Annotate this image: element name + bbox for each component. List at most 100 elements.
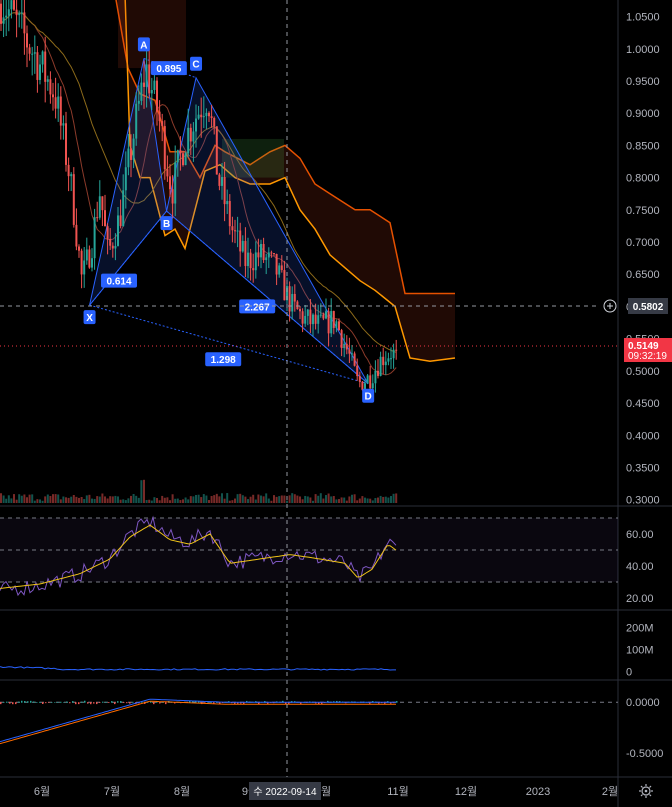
volume-bar [158,500,161,503]
volume-bar [312,500,314,503]
candle-body [288,286,291,312]
pattern-ratio-line [166,210,369,385]
pattern-point-label: A [140,40,147,51]
candle-body [236,230,239,232]
volume-bar [46,494,49,503]
pattern-point-label: X [86,313,93,324]
volume-bar [65,497,67,503]
macd-histogram-bar [132,701,134,703]
volume-bar [41,500,44,503]
volume-bar [54,494,57,503]
candle-body [135,103,138,139]
macd-histogram-bar [378,702,380,704]
volume-bar [374,498,377,503]
macd-pane[interactable]: 0.0000 -0.5000 [0,697,663,760]
volume-bar [301,499,304,503]
candle-body [244,240,247,267]
candle-body [299,309,301,312]
candle-body [335,321,338,328]
candle-body [205,112,208,117]
volume-bar [387,497,390,503]
volume-bar [304,495,307,503]
candle-body [371,383,374,389]
volume-bar [10,498,13,503]
candle-body [184,153,187,166]
rsi-tick-label: 40.00 [626,561,654,573]
volume-bar [96,496,99,503]
volume-bar [119,499,122,503]
volume-oscillator-pane[interactable]: 200M 100M 0 [0,622,654,679]
candle-body [145,64,148,87]
time-tick-label: 12월 [455,785,477,798]
volume-bar [239,493,242,503]
candle-body [252,268,255,271]
rsi-pane[interactable]: 60.00 40.00 20.00 [0,515,654,605]
macd-histogram-bar [174,702,176,704]
volume-bar [111,496,114,503]
settings-gear-icon[interactable] [639,784,653,798]
volume-bar [31,494,34,503]
volume-tick-label: 200M [626,622,654,634]
macd-histogram-bar [90,702,92,705]
volume-bar [132,494,135,503]
candle-body [312,314,314,325]
volume-bar [345,500,348,503]
candle-body [296,301,299,310]
rsi-moving-average [0,524,397,589]
volume-bar [291,493,294,503]
macd-histogram-bar [192,701,194,703]
volume-bar [145,499,148,503]
price-tick-label: 1.0500 [626,12,660,24]
time-tick-label: 11월 [387,785,409,798]
volume-bar [254,499,257,503]
candle-body [218,174,221,186]
macd-histogram-bar [390,702,392,704]
macd-histogram-bar [0,702,2,705]
volume-bar [114,495,117,503]
volume-bar [226,493,229,503]
candle-body [5,15,8,18]
volume-oscillator-line [0,666,396,671]
cloud-span-b [124,0,456,362]
candle-body [228,201,231,227]
candle-body [140,82,143,101]
candle-body [345,343,348,350]
volume-bar [247,499,249,503]
macd-histogram-bar [219,702,221,704]
macd-histogram-bar [213,702,215,704]
volume-bar [85,495,88,503]
volume-bar [351,494,353,503]
macd-histogram-bar [15,702,17,705]
price-tick-label: 0.8500 [626,140,660,152]
candle-body [366,375,369,384]
candle-body [223,177,226,205]
candle-body [57,96,60,109]
macd-histogram-bar [93,702,95,704]
price-countdown: 09:32:19 [628,351,667,362]
pattern-point-label: B [163,219,170,230]
crosshair-date-label: 수 2022-09-14 [253,786,317,798]
macd-histogram-bar [165,702,167,705]
candle-body [96,217,99,219]
candle-body [137,100,140,104]
price-pane[interactable]: X A B C D 0.614 0.895 2.267 1.298 [0,0,456,503]
volume-bar [369,498,372,503]
candle-body [18,13,21,16]
macd-histogram-bar [48,702,50,703]
macd-histogram-bar [105,701,107,703]
crosshair-price-label: 0.5802 [633,302,664,313]
candle-body [62,123,65,126]
time-tick-label: 8월 [174,785,190,798]
add-alert-button[interactable] [603,299,617,313]
volume-bar [361,496,364,503]
candle-body [106,226,109,239]
volume-bar [197,494,200,503]
macd-histogram-bar [24,701,26,703]
candle-body [330,311,333,334]
volume-bar [200,497,203,503]
rsi-line [0,515,397,597]
volume-bar [228,500,231,503]
candle-body [309,309,312,325]
volume-bar [176,498,179,503]
